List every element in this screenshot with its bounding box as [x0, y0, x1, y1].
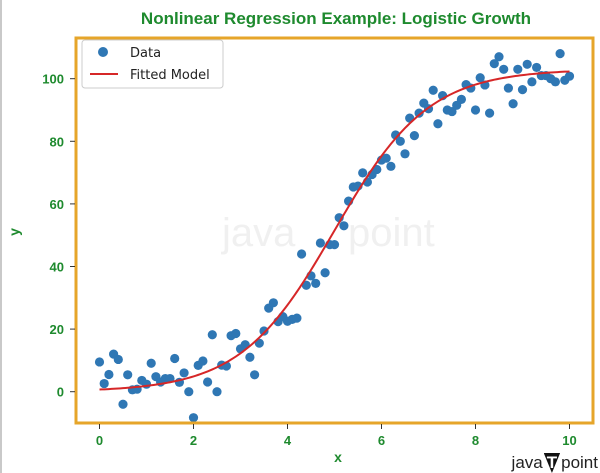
data-point — [212, 387, 222, 397]
data-point — [146, 358, 156, 368]
data-point — [381, 153, 391, 163]
y-tick-label: 20 — [50, 322, 64, 337]
data-point — [184, 387, 194, 397]
data-point — [513, 64, 523, 74]
data-point — [475, 73, 485, 83]
data-point — [207, 330, 217, 340]
data-point — [329, 239, 340, 250]
fitted-model-line — [99, 70, 570, 391]
y-tick-label: 80 — [50, 134, 64, 149]
data-point — [550, 77, 561, 87]
data-point — [245, 352, 255, 362]
data-point — [395, 136, 405, 146]
logo-text-right: point — [561, 453, 598, 472]
data-point — [489, 59, 499, 69]
data-point — [564, 71, 575, 81]
data-point — [409, 131, 419, 141]
center-watermark: java point — [221, 211, 435, 255]
data-point — [259, 326, 269, 336]
x-tick-label: 2 — [190, 433, 197, 448]
data-point — [456, 94, 466, 104]
data-point — [339, 221, 349, 231]
data-point — [179, 368, 189, 378]
data-point — [508, 99, 518, 109]
data-point — [268, 298, 278, 308]
plot-frame — [74, 36, 595, 425]
data-point — [104, 369, 114, 380]
data-point — [311, 278, 321, 288]
data-point — [301, 280, 311, 290]
data-point — [320, 268, 330, 278]
legend-data-marker — [98, 47, 108, 57]
watermark-text-right: point — [348, 211, 435, 255]
chart-title: Nonlinear Regression Example: Logistic G… — [141, 9, 531, 28]
data-point — [118, 399, 128, 409]
data-point — [447, 106, 457, 117]
data-point — [555, 49, 565, 59]
data-point — [315, 238, 325, 248]
data-point — [141, 379, 152, 389]
data-point — [198, 356, 208, 366]
watermark-text-left: java — [221, 211, 296, 255]
data-point — [532, 62, 542, 73]
data-point — [297, 249, 307, 259]
data-point — [527, 77, 537, 87]
data-point — [428, 85, 438, 95]
logo-t-icon: T — [543, 453, 561, 473]
y-tick-label: 40 — [50, 259, 64, 274]
data-point — [292, 313, 302, 323]
data-point — [494, 52, 504, 62]
data-point — [433, 119, 443, 129]
x-tick-label: 10 — [562, 433, 576, 448]
legend-label-data: Data — [130, 46, 161, 61]
legend-label-fit: Fitted Model — [130, 68, 210, 83]
data-point — [358, 168, 368, 178]
data-point — [99, 378, 109, 389]
y-axis-label: y — [6, 228, 22, 236]
data-point — [470, 105, 481, 115]
data-point — [386, 161, 396, 171]
data-point — [503, 83, 513, 93]
x-tick-label: 8 — [472, 433, 479, 448]
data-point — [400, 149, 410, 159]
x-tick-label: 6 — [378, 433, 385, 448]
x-tick-label: 0 — [96, 433, 103, 448]
data-point — [522, 59, 532, 69]
data-point — [250, 370, 260, 380]
x-axis-label: x — [334, 449, 342, 465]
x-tick-label: 4 — [284, 433, 292, 448]
y-tick-label: 0 — [57, 385, 64, 400]
data-point — [517, 85, 528, 95]
data-point — [231, 328, 241, 339]
y-tick-label: 60 — [50, 197, 64, 212]
y-tick-label: 100 — [42, 72, 64, 87]
data-point — [391, 130, 401, 140]
left-rule — [0, 0, 2, 473]
data-point — [113, 354, 123, 365]
logo-text-left: java — [511, 453, 543, 472]
data-point — [203, 377, 213, 387]
data-point — [414, 108, 424, 118]
data-point — [94, 357, 105, 367]
legend-box — [81, 39, 224, 89]
data-point — [499, 64, 509, 74]
data-point — [170, 353, 180, 364]
legend: Data Fitted Model — [81, 39, 224, 89]
data-point — [188, 413, 199, 423]
data-point — [123, 370, 133, 380]
data-point — [485, 108, 495, 118]
